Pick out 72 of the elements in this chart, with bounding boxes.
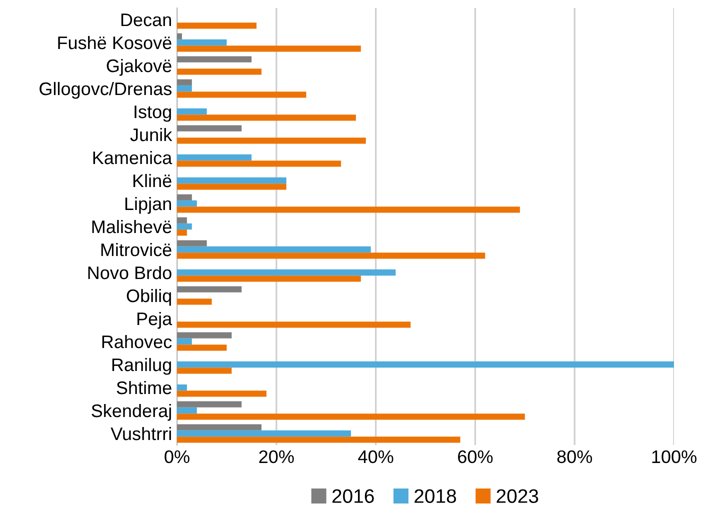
legend-label: 2016 (332, 489, 374, 504)
bar (177, 269, 396, 276)
y-tick-label: Kamenica (93, 150, 172, 164)
bar (177, 125, 242, 132)
bar (177, 160, 342, 167)
bar (177, 85, 192, 92)
bar (177, 154, 252, 161)
x-tick-label: 0% (164, 450, 190, 464)
y-tick-label: Malishevë (92, 220, 172, 234)
bar (177, 217, 187, 224)
bar (177, 177, 286, 184)
bar (177, 401, 242, 408)
bar (177, 414, 525, 420)
bar (177, 184, 286, 190)
bar (177, 286, 242, 292)
bar (177, 230, 187, 236)
bar (177, 138, 366, 144)
legend-label: 2023 (496, 489, 538, 504)
bar (177, 22, 257, 29)
y-tick-label: Klinë (133, 174, 172, 188)
y-tick-label: Junik (130, 128, 172, 142)
legend-label: 2018 (414, 489, 456, 504)
bar (177, 430, 351, 437)
bar (177, 33, 182, 40)
bar (177, 206, 520, 213)
bar (177, 252, 486, 259)
bar (177, 92, 306, 98)
bar (177, 361, 674, 368)
y-tick-label: Istog (134, 106, 171, 122)
bar (177, 79, 192, 86)
y-tick-label: Mitrovicë (101, 242, 172, 256)
x-tick-label: 100% (652, 450, 696, 464)
y-tick-label: Obiliq (126, 288, 171, 306)
bar (177, 46, 361, 52)
bar (177, 240, 207, 246)
bar (177, 108, 207, 115)
bar (177, 39, 227, 46)
y-tick-label: Novo Brdo (88, 266, 172, 280)
bar (177, 344, 227, 351)
bar (177, 368, 232, 374)
y-tick-label: Gjakovë (106, 58, 172, 76)
x-tick-label: 80% (557, 450, 592, 464)
x-tick-label: 40% (358, 450, 394, 464)
y-tick-label: Skenderaj (92, 404, 171, 421)
bar (177, 424, 262, 430)
y-tick-label: Rahovec (102, 334, 172, 348)
y-tick-label: Shtime (116, 380, 172, 394)
bar (177, 246, 371, 253)
y-tick-label: Decan (121, 14, 171, 26)
bar (177, 436, 460, 443)
bar (177, 407, 197, 414)
y-tick-label: Gllogovc/Drenas (40, 82, 172, 99)
bar (177, 200, 197, 207)
bar (177, 68, 262, 75)
bar (177, 298, 212, 305)
bar (177, 114, 356, 121)
y-tick-label: Fushë Kosovë (58, 36, 172, 50)
bar (177, 276, 361, 282)
bar (177, 56, 252, 62)
bar (177, 332, 232, 338)
y-tick-label: Ranilug (112, 358, 171, 375)
x-tick-label: 20% (259, 450, 294, 464)
x-tick-label: 60% (458, 450, 493, 464)
bar (177, 384, 187, 391)
bar (177, 338, 192, 345)
bar (177, 390, 266, 397)
bar (177, 223, 192, 230)
y-tick-label: Lipjan (125, 196, 171, 214)
bar (177, 322, 411, 328)
y-tick-label: Vushtrri (110, 426, 171, 440)
bar (177, 194, 192, 200)
y-tick-label: Peja (137, 312, 172, 329)
